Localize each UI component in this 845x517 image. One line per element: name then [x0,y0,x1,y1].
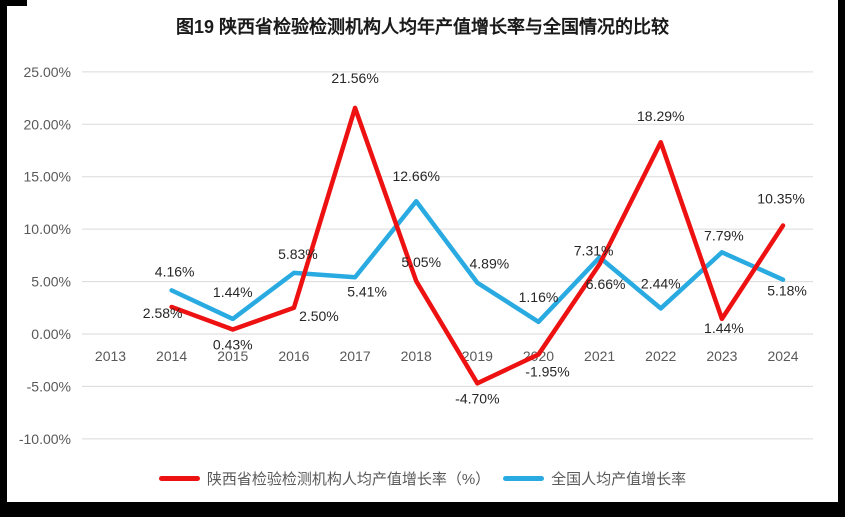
legend-item-shaanxi-series: 陕西省检验检测机构人均产值增长率（%） [158,468,491,489]
data-label: 5.83% [278,246,318,262]
data-label: 1.44% [704,320,744,336]
y-tick-label: 25.00% [24,64,71,80]
data-label: -4.70% [455,390,499,406]
chart-legend: 陕西省检验检测机构人均产值增长率（%） 全国人均产值增长率 [0,468,845,489]
y-tick-label: 5.00% [31,274,71,290]
data-label: 2.44% [641,275,681,291]
data-label: 12.66% [392,168,439,184]
x-axis-label: 2013 [95,348,126,364]
y-tick-label: 20.00% [24,116,71,132]
data-label: 21.56% [331,70,378,86]
x-axis-label: 2017 [339,348,370,364]
data-label: 0.43% [213,336,253,352]
screen-edge-bottom [0,502,845,517]
data-label: 2.50% [299,308,339,324]
legend-item-national-series: 全国人均产值增长率 [503,468,686,489]
x-axis-label: 2015 [217,348,248,364]
data-label: 18.29% [637,108,684,124]
x-axis-label: 2021 [584,348,615,364]
x-axis-label: 2014 [156,348,187,364]
data-label: 4.89% [469,256,509,272]
x-axis-label: 2018 [401,348,432,364]
y-tick-label: -10.00% [19,431,71,447]
screen-edge-right [838,0,845,517]
data-label: 2.58% [143,305,183,321]
screen-edge-top-left-notch [0,0,27,6]
legend-label-shaanxi: 陕西省检验检测机构人均产值增长率（%） [206,471,491,488]
screen-edge-left [0,0,7,517]
x-axis-label: 2022 [645,348,676,364]
y-tick-label: 0.00% [31,326,71,342]
legend-swatch-blue-line-icon [503,476,545,481]
data-label: 1.44% [213,284,253,300]
y-tick-label: -5.00% [27,378,71,394]
data-label: 5.05% [401,254,441,270]
data-label: 5.41% [347,283,387,299]
legend-swatch-red-line-icon [158,476,200,481]
chart-title: 图19 陕西省检验检测机构人均年产值增长率与全国情况的比较 [175,17,670,37]
y-tick-label: 10.00% [24,221,71,237]
data-label: 10.35% [757,190,804,206]
data-label: 5.18% [767,283,807,299]
data-label: 4.16% [155,263,195,279]
data-label: 7.79% [704,227,744,243]
x-axis-label: 2016 [278,348,309,364]
x-axis-label: 2023 [706,348,737,364]
x-axis-label: 2019 [462,348,493,364]
series-line-national [169,198,786,325]
line-chart-plot-area: 25.00% 20.00% 15.00% 10.00% 5.00% 0.00% -5.00%… [19,64,813,447]
series-line-shaanxi [169,105,786,386]
data-label: 6.66% [586,276,626,292]
y-tick-label: 15.00% [24,169,71,185]
data-label: -1.95% [525,363,569,379]
data-label: 7.31% [574,242,614,258]
x-axis-label: 2024 [767,348,798,364]
legend-label-national: 全国人均产值增长率 [551,471,687,488]
data-label: 1.16% [519,289,559,305]
